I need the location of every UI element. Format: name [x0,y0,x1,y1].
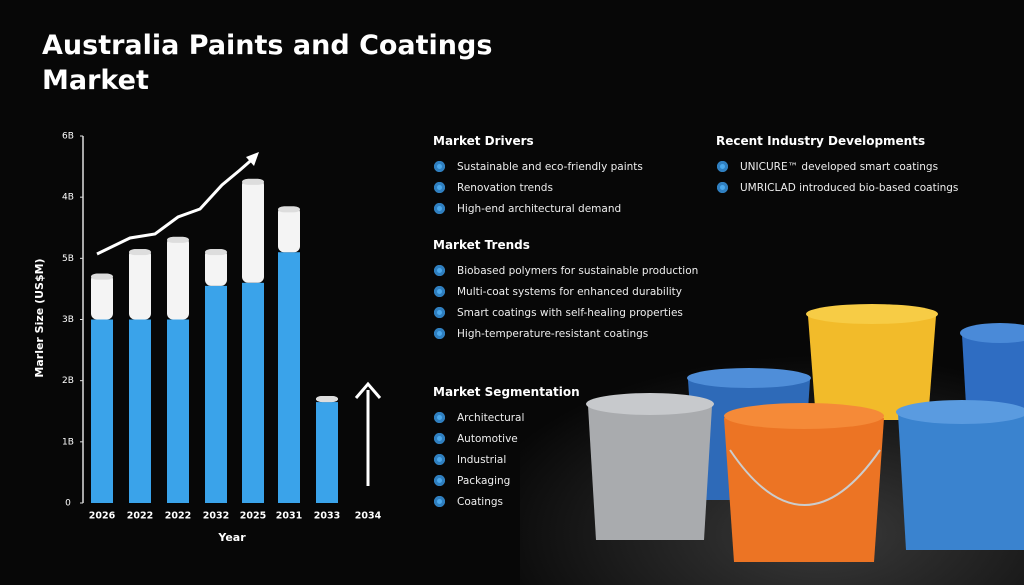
bar-cap [316,395,338,402]
list-item: UMRICLAD introduced bio-based coatings [716,181,958,202]
chart-title: Australia Paints and Coatings Market [42,30,493,96]
bar-segment [167,319,189,503]
y-tick-label: 2B [62,376,74,386]
bar-cap [242,178,264,185]
list-item: Sustainable and eco-friendly paints [433,160,643,181]
bar-segment [205,285,227,503]
y-tick-label: 3B [62,315,74,325]
bar-cap [129,249,151,256]
x-tick-label: 2031 [276,511,302,522]
list-item: Multi-coat systems for enhanced durabili… [433,285,698,306]
section-heading: Market Segmentation [433,385,580,399]
bar-segment [91,319,113,503]
x-tick-label: 2026 [89,511,116,522]
bar-cap [205,249,227,256]
buckets [586,304,1024,562]
x-tick-label: 2034 [355,511,382,522]
section: Market Drivers Sustainable and eco-friend… [433,134,643,223]
y-tick-label: 4B [62,193,74,203]
growth-arrowhead [354,381,382,399]
bar-cap [278,206,300,213]
bar-cap [167,236,189,243]
section: Recent Industry Developments UNICURE™ dev… [716,134,958,202]
bar-cap [91,273,113,280]
section-heading: Market Trends [433,238,530,252]
bar-segment [129,319,151,503]
bar-segment [278,252,300,503]
list-item: Renovation trends [433,181,643,202]
list-item: Industrial [433,453,580,474]
list-item: Automotive [433,432,580,453]
list-item: Coatings [433,495,580,516]
list-item: High-end architectural demand [433,202,643,223]
bar-segment [242,282,264,503]
x-tick-label: 2025 [240,511,266,522]
y-tick-label: 5B [62,254,74,264]
bar-segment [167,236,189,320]
y-tick-label: 6B [62,132,74,142]
bar-segment [205,249,227,286]
section: Market Trends Biobased polymers for susta… [433,238,698,348]
trend-line [96,154,257,256]
bar-segment [129,249,151,320]
list-item: Biobased polymers for sustainable produc… [433,264,698,285]
x-axis-label: Year [217,531,246,544]
x-tick-label: 2032 [203,511,229,522]
section: Market Segmentation Architectural Automoti… [433,385,580,516]
section-heading: Recent Industry Developments [716,134,926,148]
list-item: Packaging [433,474,580,495]
x-tick-label: 2022 [127,511,153,522]
x-tick-label: 2033 [314,511,340,522]
bar-segment [316,402,338,503]
list-item: Architectural [433,411,580,432]
y-tick-label: 1B [62,437,74,447]
y-tick-label: 0 [65,499,71,509]
x-tick-label: 2022 [165,511,191,522]
bar-segment [278,206,300,253]
list-item: UNICURE™ developed smart coatings [716,160,958,181]
y-axis-label: Marler Size (US$M) [33,258,46,377]
bar-segment [91,273,113,320]
trend-arrowhead [246,152,259,166]
list-item: Smart coatings with self-healing propert… [433,306,698,327]
bar-segment [242,178,264,283]
section-heading: Market Drivers [433,134,534,148]
list-item: High-temperature-resistant coatings [433,327,698,348]
